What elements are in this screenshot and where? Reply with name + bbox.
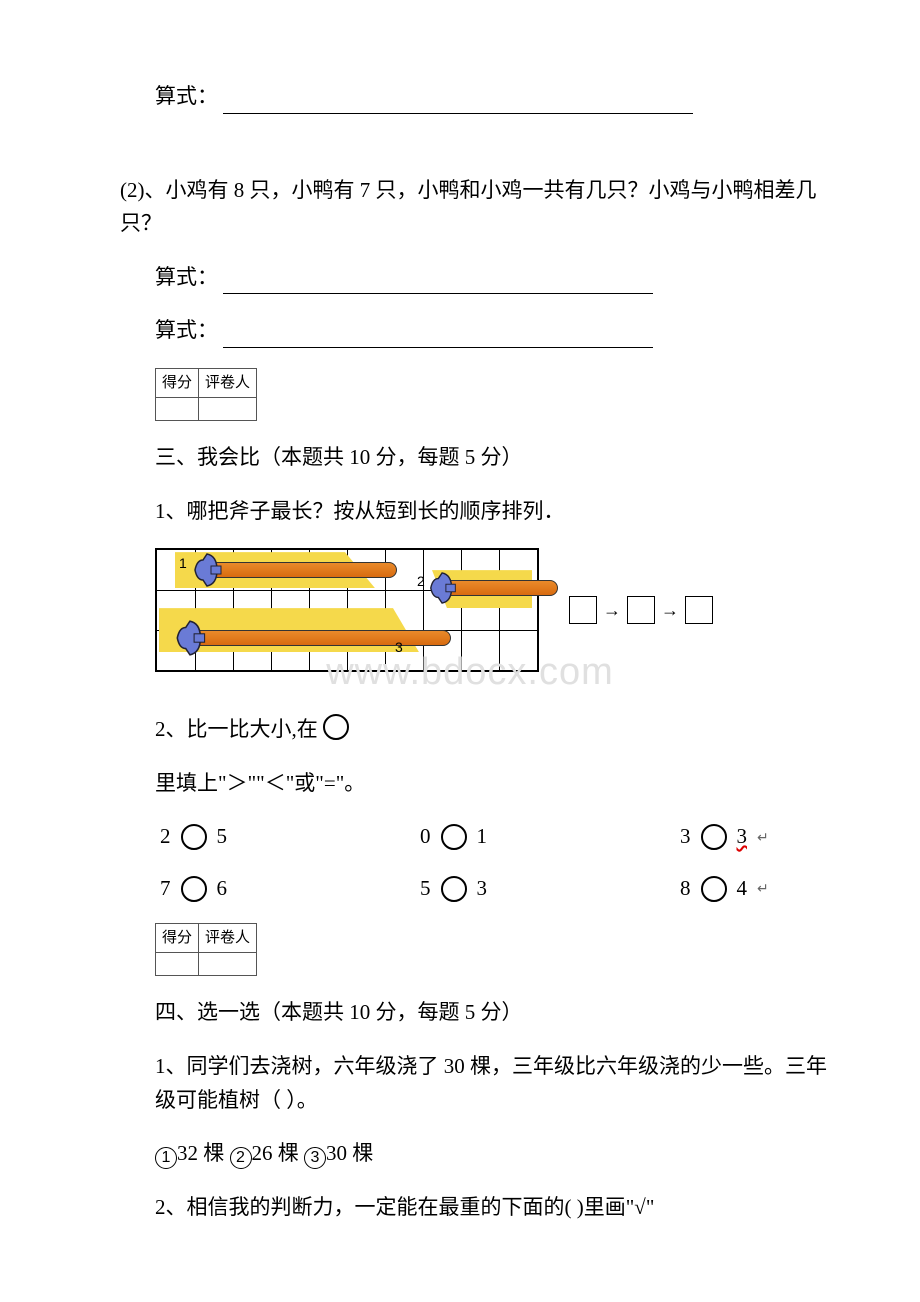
cmp-b: 1 (477, 820, 488, 854)
formula-line-2: 算式： (155, 314, 810, 348)
grader-col: 评卷人 (199, 924, 257, 953)
cmp-a: 3 (680, 820, 691, 854)
cmp-b: 3 (737, 820, 748, 854)
question-2: (2)、小鸡有 8 只，小鸭有 7 只，小鸭和小鸡一共有几只？小鸡与小鸭相差几只… (120, 174, 830, 241)
axe-head-icon (171, 619, 213, 657)
cmp-b: 4 (737, 872, 748, 906)
cmp-item: 0 1 (420, 820, 540, 854)
axe-head-icon (425, 571, 463, 605)
score-col: 得分 (156, 924, 199, 953)
compare-row-1: 2 5 0 1 3 3 ↵ (160, 820, 840, 854)
axe-num-3: 3 (395, 636, 403, 658)
seq-box-1[interactable] (569, 596, 597, 624)
formula-label: 算式： (155, 84, 218, 108)
cmp-a: 0 (420, 820, 431, 854)
s4-q1: 1、同学们去浇树，六年级浇了 30 棵，三年级比六年级浇的少一些。三年级可能植树… (155, 1050, 830, 1117)
score-cell[interactable] (156, 397, 199, 420)
seq-box-2[interactable] (627, 596, 655, 624)
opt-a[interactable]: 32 棵 (177, 1141, 224, 1165)
score-table-2: 得分 评卷人 (155, 923, 257, 976)
cmp-a: 2 (160, 820, 171, 854)
cmp-b: 6 (217, 872, 228, 906)
score-cell[interactable] (156, 953, 199, 976)
cmp-item: 8 4 ↵ (680, 872, 800, 906)
formula-line-top: 算式： (155, 80, 810, 114)
cmp-a: 8 (680, 872, 691, 906)
grader-cell[interactable] (199, 397, 257, 420)
score-table-1: 得分 评卷人 (155, 368, 257, 421)
section3-title: 三、我会比（本题共 10 分，每题 5 分） (155, 441, 810, 475)
seq-box-3[interactable] (685, 596, 713, 624)
opt-c[interactable]: 30 棵 (326, 1141, 373, 1165)
formula-label-1: 算式： (155, 265, 218, 289)
option-marker-1: 1 (155, 1147, 177, 1169)
cmp-circle[interactable] (181, 824, 207, 850)
cmp-b: 5 (217, 820, 228, 854)
axe-num-2: 2 (417, 570, 425, 592)
grader-col: 评卷人 (199, 368, 257, 397)
s3-q2-line1: 2、比一比大小,在 (155, 713, 810, 747)
question-2-text: (2)、小鸡有 8 只，小鸭有 7 只，小鸭和小鸡一共有几只？小鸡与小鸭相差几只… (120, 178, 816, 236)
formula-label-2: 算式： (155, 318, 218, 342)
formula-line-1: 算式： (155, 261, 810, 295)
s4-q1-options: 132 棵 226 棵 330 棵 (155, 1137, 810, 1171)
arrow-icon: → (661, 596, 679, 625)
blank-line-2[interactable] (223, 325, 653, 348)
cmp-circle[interactable] (701, 876, 727, 902)
option-marker-3: 3 (304, 1147, 326, 1169)
circle-icon (323, 714, 349, 740)
sequence-boxes: → → (569, 596, 713, 625)
blank-line[interactable] (223, 91, 693, 114)
cmp-item: 3 3 ↵ (680, 820, 800, 854)
compare-block: 2 5 0 1 3 3 ↵ 7 6 5 (160, 820, 840, 905)
return-icon: ↵ (757, 877, 769, 899)
s3-q1: 1、哪把斧子最长？按从短到长的顺序排列． (155, 495, 810, 529)
cmp-a: 5 (420, 872, 431, 906)
s4-q2: 2、相信我的判断力，一定能在最重的下面的( )里画"√" (155, 1191, 810, 1225)
opt-b[interactable]: 26 棵 (252, 1141, 299, 1165)
cmp-item: 2 5 (160, 820, 280, 854)
cmp-item: 7 6 (160, 872, 280, 906)
s3-q2-line2: 里填上"＞""＜"或"="。 (155, 767, 810, 801)
cmp-circle[interactable] (441, 876, 467, 902)
s3-q2-text1: 2、比一比大小,在 (155, 717, 318, 741)
s4-q1-text: 1、同学们去浇树，六年级浇了 30 棵，三年级比六年级浇的少一些。三年级可能植树… (155, 1054, 827, 1112)
score-col: 得分 (156, 368, 199, 397)
compare-row-2: 7 6 5 3 8 4 ↵ (160, 872, 840, 906)
cmp-circle[interactable] (441, 824, 467, 850)
cmp-circle[interactable] (701, 824, 727, 850)
grader-cell[interactable] (199, 953, 257, 976)
cmp-b: 3 (477, 872, 488, 906)
option-marker-2: 2 (230, 1147, 252, 1169)
axe-head-icon (189, 552, 229, 588)
cmp-circle[interactable] (181, 876, 207, 902)
axe-num-1: 1 (179, 552, 187, 574)
cmp-item: 5 3 (420, 872, 540, 906)
section4-title: 四、选一选（本题共 10 分，每题 5 分） (155, 996, 810, 1030)
return-icon: ↵ (757, 826, 769, 848)
cmp-a: 7 (160, 872, 171, 906)
arrow-icon: → (603, 596, 621, 625)
blank-line-1[interactable] (223, 271, 653, 294)
